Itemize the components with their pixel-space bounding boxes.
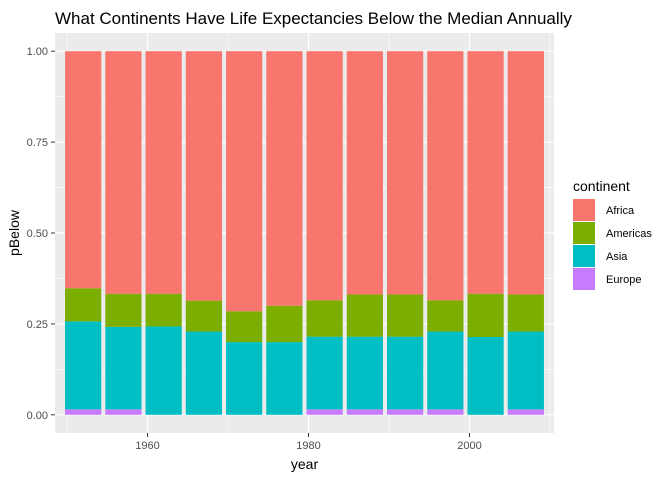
legend-swatch-africa xyxy=(573,199,595,221)
bar-africa-2002 xyxy=(467,51,504,294)
bar-asia-1967 xyxy=(185,331,223,415)
legend-swatch-americas xyxy=(573,222,595,244)
bar-americas-2007 xyxy=(507,294,544,332)
bar-asia-1957 xyxy=(105,326,142,410)
bar-asia-1992 xyxy=(386,336,424,410)
bar-americas-1982 xyxy=(306,300,343,337)
bar-americas-1977 xyxy=(266,305,303,343)
bar-africa-1977 xyxy=(266,51,303,306)
bar-africa-1957 xyxy=(105,51,142,294)
bar-africa-1952 xyxy=(65,51,102,289)
y-tick-label: 1.00 xyxy=(27,46,48,58)
bar-europe-1992 xyxy=(386,409,424,415)
y-tick-label: 0.25 xyxy=(27,319,48,331)
bar-africa-1982 xyxy=(306,51,343,301)
legend: continent Africa Americas Asia Europe xyxy=(573,178,652,290)
bar-americas-1967 xyxy=(185,300,223,332)
bar-americas-1972 xyxy=(226,311,263,343)
y-tick-label: 0.00 xyxy=(27,410,48,422)
legend-label-africa: Africa xyxy=(606,205,635,217)
bars xyxy=(65,51,544,415)
bar-europe-2007 xyxy=(507,409,544,415)
bar-europe-1957 xyxy=(105,409,142,415)
x-axis: 1960 1980 2000 xyxy=(135,433,482,452)
bar-americas-1952 xyxy=(65,288,102,322)
x-tick-label: 1980 xyxy=(296,440,320,452)
x-axis-title: year xyxy=(291,456,319,472)
bar-asia-1987 xyxy=(346,336,383,410)
bar-americas-1992 xyxy=(386,294,424,337)
y-axis: 0.00 0.25 0.50 0.75 1.00 xyxy=(27,46,55,422)
bar-africa-1967 xyxy=(185,51,223,301)
legend-swatch-asia xyxy=(573,245,595,267)
bar-europe-1952 xyxy=(65,409,102,415)
bar-asia-2002 xyxy=(467,337,504,415)
bar-asia-1962 xyxy=(145,326,182,415)
x-tick-label: 1960 xyxy=(135,440,159,452)
bar-asia-1952 xyxy=(65,321,102,410)
bar-africa-1972 xyxy=(226,51,263,312)
bar-africa-1997 xyxy=(427,51,464,301)
bar-asia-1972 xyxy=(226,342,263,415)
bar-asia-2007 xyxy=(507,331,544,410)
bar-americas-1987 xyxy=(346,294,383,337)
legend-label-americas: Americas xyxy=(606,228,652,240)
bar-africa-1962 xyxy=(145,51,182,294)
bar-asia-1977 xyxy=(266,342,303,415)
legend-label-europe: Europe xyxy=(606,274,641,286)
bar-africa-2007 xyxy=(507,51,544,295)
bar-americas-1997 xyxy=(427,300,464,332)
y-tick-label: 0.50 xyxy=(27,228,48,240)
chart-title: What Continents Have Life Expectancies B… xyxy=(55,9,572,28)
bar-americas-2002 xyxy=(467,293,504,337)
bar-europe-1997 xyxy=(427,409,464,415)
legend-label-asia: Asia xyxy=(606,251,628,263)
legend-title: continent xyxy=(573,178,630,194)
bar-asia-1997 xyxy=(427,331,464,410)
bar-africa-1987 xyxy=(346,51,383,295)
legend-swatch-europe xyxy=(573,268,595,290)
bar-americas-1962 xyxy=(145,293,182,327)
bar-europe-1987 xyxy=(346,409,383,415)
bar-europe-1982 xyxy=(306,409,343,415)
y-axis-title: pBelow xyxy=(6,209,22,256)
x-tick-label: 2000 xyxy=(457,440,481,452)
y-tick-label: 0.75 xyxy=(27,137,48,149)
bar-asia-1982 xyxy=(306,336,343,410)
bar-americas-1957 xyxy=(105,293,142,327)
bar-africa-1992 xyxy=(386,51,424,295)
